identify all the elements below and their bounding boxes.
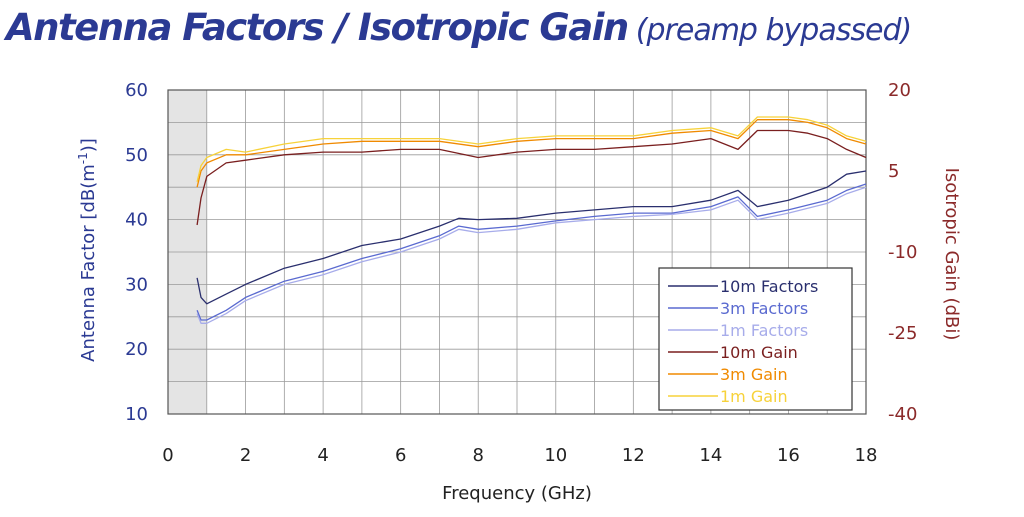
series-line-1m-factors: [196, 186, 867, 324]
left-axis-label-sup: -1: [76, 152, 90, 164]
x-tick-labels: 0 2 4 6 8 10 12 14 16 18: [162, 445, 877, 466]
legend-label: 3m Gain: [720, 365, 788, 384]
legend-label: 3m Factors: [720, 299, 808, 318]
series-line-3m-factors: [196, 183, 867, 321]
x-axis-label: Frequency (GHz): [442, 483, 592, 504]
chart-title: Antenna Factors / Isotropic Gain: [6, 6, 629, 49]
left-tick-label: 40: [125, 210, 148, 231]
left-tick-labels: 10 20 30 40 50 60: [125, 80, 148, 425]
legend-label: 1m Gain: [720, 387, 788, 406]
legend-label: 1m Factors: [720, 321, 808, 340]
right-tick-label: -10: [888, 242, 917, 263]
left-axis-label: Antenna Factor [dB(m-1)]: [76, 138, 99, 362]
legend-items: 10m Factors 3m Factors 1m Factors 10m Gain 3…: [668, 277, 818, 406]
legend-label: 10m Factors: [720, 277, 818, 296]
right-tick-label: -25: [888, 323, 917, 344]
x-tick-label: 0: [162, 445, 173, 466]
left-tick-label: 20: [125, 339, 148, 360]
series-line-1m-gain: [196, 116, 867, 182]
series-line-10m-factors: [196, 170, 867, 305]
x-tick-label: 10: [544, 445, 567, 466]
left-tick-label: 50: [125, 145, 148, 166]
x-tick-label: 16: [777, 445, 800, 466]
right-tick-label: 20: [888, 80, 911, 101]
right-axis-label: Isotropic Gain (dBi): [941, 168, 962, 341]
x-tick-label: 6: [395, 445, 406, 466]
left-tick-label: 10: [125, 404, 148, 425]
series-line-10m-gain: [196, 129, 867, 226]
right-tick-label: 5: [888, 161, 899, 182]
left-tick-label: 30: [125, 274, 148, 295]
x-tick-label: 18: [855, 445, 878, 466]
x-tick-label: 4: [317, 445, 328, 466]
series-line-3m-gain: [196, 119, 867, 188]
left-tick-label: 60: [125, 80, 148, 101]
series-lines: [196, 116, 867, 324]
legend-label: 10m Gain: [720, 343, 798, 362]
x-tick-label: 2: [240, 445, 251, 466]
left-axis-label-tail: )]: [78, 138, 99, 152]
x-tick-label: 12: [622, 445, 645, 466]
plot-frame: [167, 89, 867, 415]
right-tick-label: -40: [888, 404, 917, 425]
right-tick-labels: -40 -25 -10 5 20: [888, 80, 917, 425]
chart-subtitle: (preamp bypassed): [635, 13, 912, 48]
left-axis-label-main: Antenna Factor [dB(m: [78, 164, 99, 362]
x-tick-label: 8: [472, 445, 483, 466]
x-tick-label: 14: [699, 445, 722, 466]
chart-title-row: Antenna Factors / Isotropic Gain (preamp …: [6, 6, 912, 49]
legend-box: [658, 267, 853, 411]
legend: 10m Factors 3m Factors 1m Factors 10m Gain 3…: [658, 267, 853, 411]
